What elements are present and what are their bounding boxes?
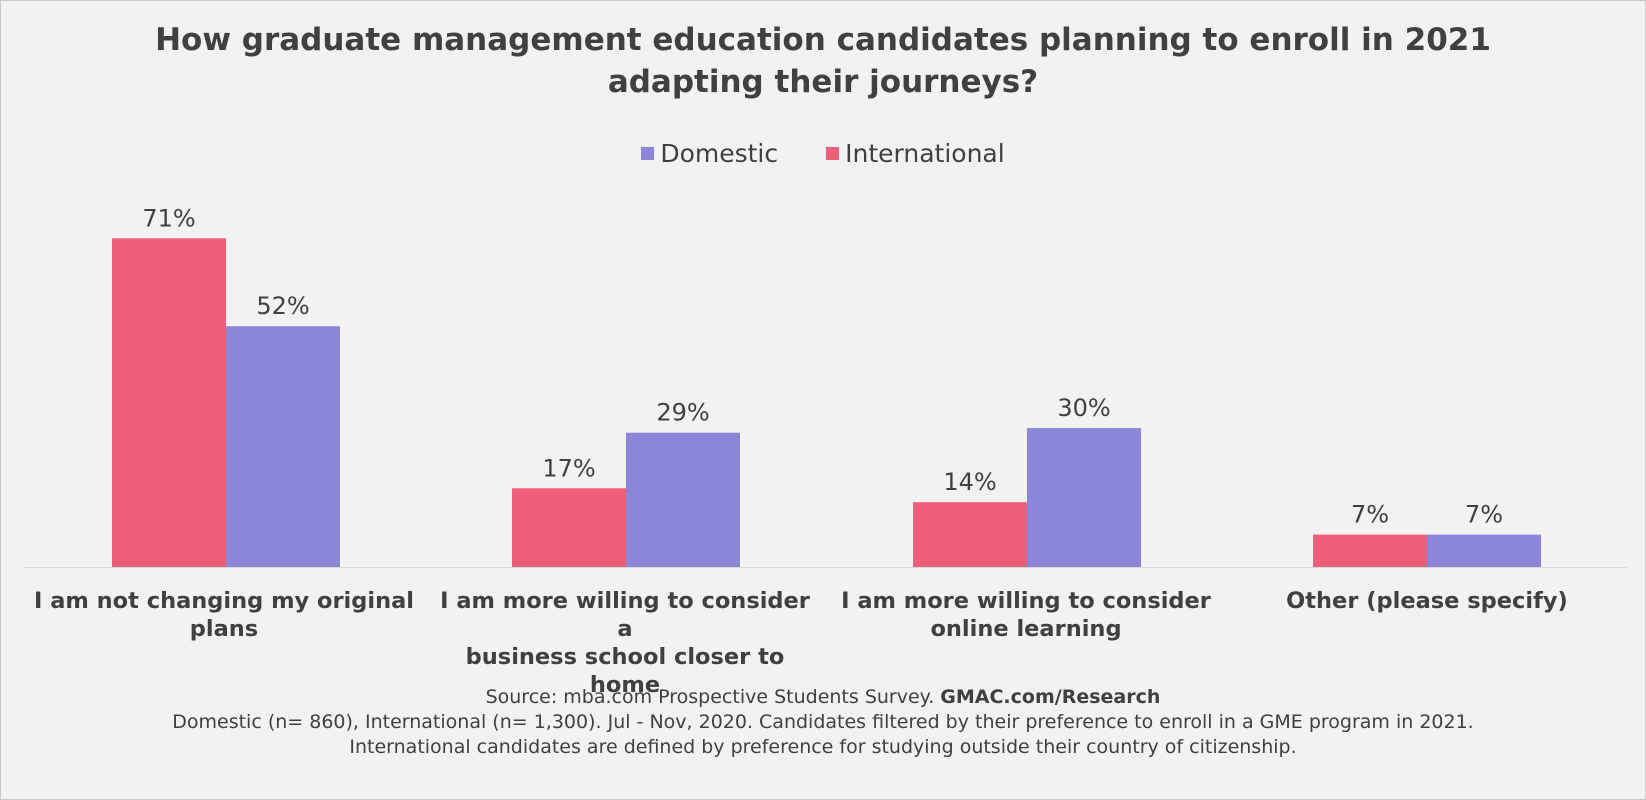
data-label-international-4: 7% (1351, 501, 1389, 529)
category-label-line: Other (please specify) (1286, 588, 1568, 614)
data-label-domestic-4: 7% (1465, 501, 1503, 529)
footer-definition-note: International candidates are defined by … (349, 736, 1297, 758)
chart-title-line-2: adapting their journeys? (607, 64, 1039, 100)
footer-source: Source: mba.com Prospective Students Sur… (1, 685, 1645, 710)
bar-domestic-2 (626, 432, 740, 567)
bar-domestic-3 (1027, 428, 1141, 567)
category-label-line: online learning (930, 616, 1122, 642)
legend-swatch-international (826, 147, 840, 160)
category-label-not-changing: I am not changing my original plans (34, 587, 414, 643)
footer-sample-note: Domestic (n= 860), International (n= 1,3… (172, 711, 1474, 733)
category-label-line: business school closer to home (465, 644, 785, 698)
data-label-domestic-3: 30% (1057, 394, 1110, 422)
data-label-domestic-1: 52% (256, 292, 309, 320)
legend-item-domestic: Domestic (641, 139, 778, 168)
data-label-international-2: 17% (542, 454, 595, 482)
bar-international-2 (512, 488, 626, 567)
category-label-line: I am more willing to consider (841, 588, 1211, 614)
data-label-domestic-2: 29% (656, 399, 709, 427)
legend-label-domestic: Domestic (660, 139, 779, 168)
chart-title: How graduate management education candid… (1, 19, 1645, 103)
data-label-international-3: 14% (943, 468, 996, 496)
bar-international-4 (1313, 534, 1427, 567)
bar-international-3 (913, 502, 1027, 567)
bar-domestic-4 (1427, 534, 1541, 567)
footer-source-link: GMAC.com/Research (940, 686, 1161, 708)
footer-notes: Source: mba.com Prospective Students Sur… (1, 685, 1645, 760)
legend: Domestic International (1, 139, 1645, 168)
category-label-closer-to-home: I am more willing to consider a business… (435, 587, 815, 699)
bar-domestic-1 (226, 326, 340, 567)
legend-label-international: International (845, 139, 1005, 168)
legend-item-international: International (826, 139, 1005, 168)
data-label-international-1: 71% (142, 204, 195, 232)
chart-title-line-1: How graduate management education candid… (155, 22, 1491, 58)
category-label-line: plans (189, 616, 259, 642)
category-label-line: I am more willing to consider a (440, 588, 810, 642)
bar-international-1 (112, 238, 226, 567)
category-label-other: Other (please specify) (1237, 587, 1617, 615)
category-label-online-learning: I am more willing to consider online lea… (836, 587, 1216, 643)
footer-source-text: Source: mba.com Prospective Students Sur… (485, 686, 941, 708)
legend-swatch-domestic (641, 147, 655, 160)
category-label-line: I am not changing my original (34, 588, 415, 614)
